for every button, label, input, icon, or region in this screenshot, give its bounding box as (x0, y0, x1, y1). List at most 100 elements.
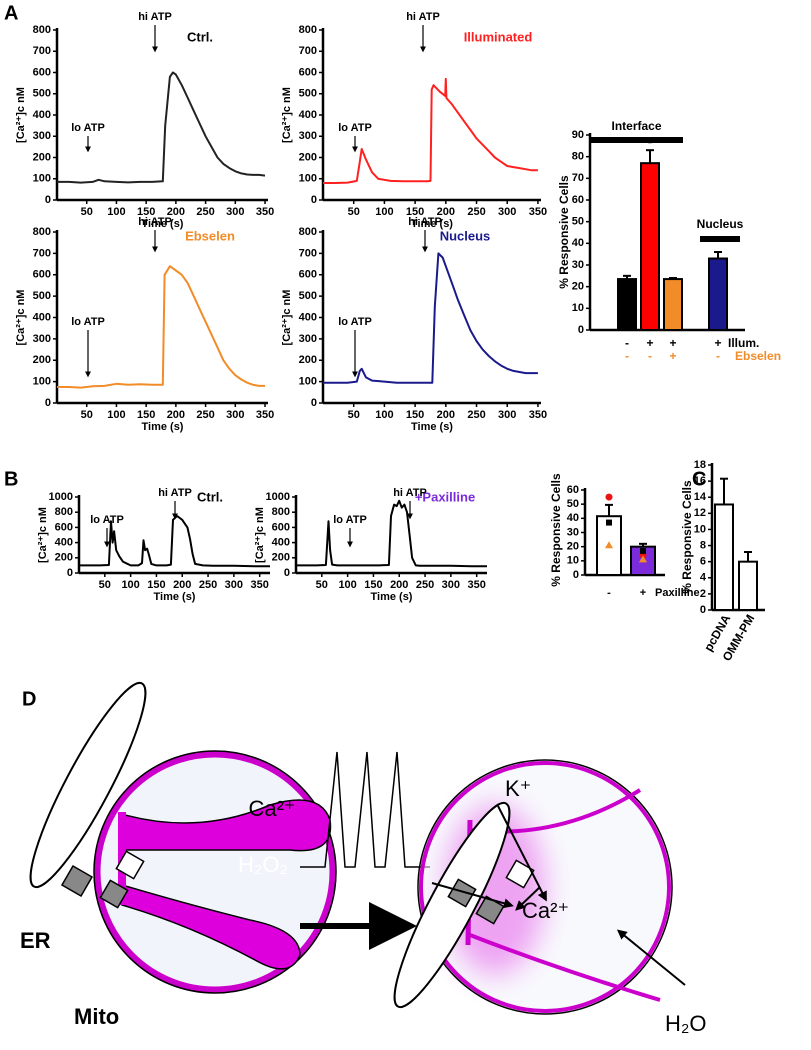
row-label: Ebselen (735, 349, 781, 363)
significance: * (648, 138, 653, 150)
k-label: K⁺ (505, 776, 531, 801)
y-tick-label: 100 (33, 376, 51, 388)
annotation: hi ATP (393, 487, 427, 499)
mito-outline (93, 750, 337, 994)
y-tick-label: 6 (700, 556, 706, 568)
x-tick-label: 100 (375, 206, 393, 218)
annotation: lo ATP (71, 122, 105, 134)
x-axis-label: Time (s) (411, 421, 453, 433)
point (605, 493, 613, 501)
group-bracket (700, 236, 740, 242)
er-shape (393, 801, 511, 1009)
y-tick-label: 200 (55, 552, 73, 564)
point (606, 519, 612, 526)
x-tick-label: 100 (375, 409, 393, 421)
y-tick-label: 1000 (266, 491, 290, 503)
channel (99, 879, 129, 909)
y-axis-label: [Ca²⁺]c nM (281, 87, 293, 143)
y-tick-label: 500 (299, 290, 317, 302)
x-axis-label: Time (s) (371, 591, 413, 603)
y-tick-label: 30 (572, 259, 584, 271)
y-axis-label: % Responsive Cells (557, 175, 571, 289)
y-axis-label: [Ca²⁺]c nM (37, 507, 49, 563)
trace (323, 252, 538, 384)
y-tick-label: 800 (33, 24, 51, 36)
x-tick-label: 150 (137, 206, 155, 218)
y-tick-label: 20 (572, 281, 584, 293)
x-tick-label: 50 (316, 579, 328, 591)
panel-label: B (4, 468, 18, 490)
y-tick-label: 0 (45, 194, 51, 206)
y-tick-label: 18 (694, 459, 706, 471)
y-tick-label: 10 (567, 555, 579, 567)
y-tick-label: 400 (272, 537, 290, 549)
crista (121, 883, 301, 970)
bar (617, 278, 637, 332)
y-tick-label: 300 (33, 130, 51, 142)
flux-arrow (497, 805, 547, 902)
y-tick-label: 14 (694, 491, 707, 503)
y-tick-label: 16 (694, 475, 706, 487)
y-tick-label: 200 (299, 354, 317, 366)
y-tick-label: 800 (272, 506, 290, 518)
x-tick-label: 150 (364, 579, 382, 591)
y-tick-label: 20 (567, 541, 579, 553)
y-tick-label: 400 (299, 311, 317, 323)
x-tick-label: 50 (348, 409, 360, 421)
y-tick-label: 30 (567, 526, 579, 538)
y-tick-label: 500 (33, 290, 51, 302)
x-tick-label: 200 (173, 579, 191, 591)
y-tick-label: 300 (33, 333, 51, 345)
annotation: hi ATP (138, 216, 172, 228)
x-tick-label: 150 (147, 579, 165, 591)
y-tick-label: 700 (33, 247, 51, 259)
annotation: hi ATP (408, 216, 442, 228)
x-tick-label: + (640, 587, 646, 599)
point (639, 555, 647, 563)
trace (323, 77, 538, 184)
x-tick-label: 250 (467, 409, 485, 421)
y-tick-label: 0 (578, 324, 584, 336)
y-tick-label: 100 (299, 376, 317, 388)
row-cell: + (646, 336, 653, 350)
y-tick-label: 10 (694, 523, 706, 535)
channel (505, 859, 535, 889)
y-tick-label: 2 (700, 588, 706, 600)
x-tick-label: 350 (256, 206, 274, 218)
y-tick-label: 60 (572, 194, 584, 206)
row-cell: - (716, 349, 720, 363)
h2o-label: H₂O (665, 1011, 707, 1036)
ca-label: Ca²⁺ (522, 898, 569, 923)
x-tick-label: 250 (196, 409, 214, 421)
row-cell: - (648, 349, 652, 363)
x-tick-label: 100 (121, 579, 139, 591)
y-tick-label: 400 (299, 109, 317, 121)
chart-title: Illuminated (464, 29, 533, 44)
x-tick-label: 300 (225, 579, 243, 591)
flux-arrow (616, 929, 686, 986)
mito-outline (417, 759, 673, 1015)
x-tick-label: 50 (99, 579, 111, 591)
mito-label: Mito (74, 1004, 119, 1029)
y-axis-label: [Ca²⁺]c nM (15, 290, 27, 346)
panel-label: C (692, 468, 706, 490)
x-tick-label: 200 (437, 206, 455, 218)
channel (115, 850, 145, 880)
trace (57, 265, 265, 389)
x-tick-label: 300 (498, 206, 516, 218)
y-tick-label: 600 (299, 66, 317, 78)
x-tick-label: 150 (137, 409, 155, 421)
x-tick-label: 250 (416, 579, 434, 591)
panel-label: D (22, 688, 36, 710)
chart-title: +Paxilline (415, 489, 475, 504)
y-tick-label: 300 (299, 333, 317, 345)
y-axis-label: [Ca²⁺]c nM (254, 507, 266, 563)
channel (60, 864, 94, 898)
x-tick-label: 150 (406, 206, 424, 218)
y-axis-label: [Ca²⁺]c nM (281, 290, 293, 346)
y-tick-label: 700 (33, 45, 51, 57)
annotation: lo ATP (71, 316, 105, 328)
annotation: hi ATP (138, 11, 172, 23)
chart-title: Nucleus (440, 228, 491, 243)
